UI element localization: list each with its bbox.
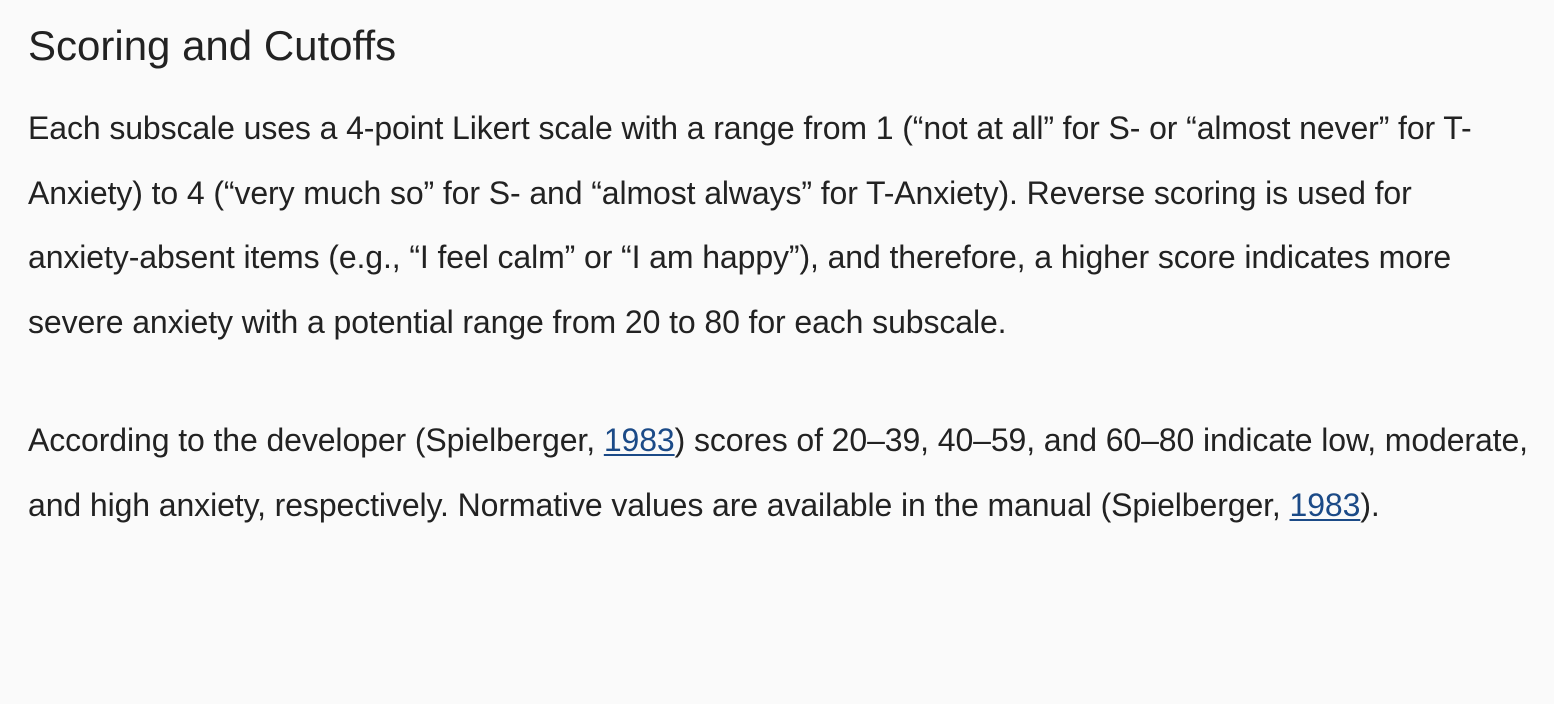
citation-link-1983[interactable]: 1983 xyxy=(603,422,675,458)
cutoffs-text-part2: ) scores of 20–39, 40–59, and 60–80 indi… xyxy=(28,422,1528,523)
cutoffs-text-part3: ). xyxy=(1360,486,1380,523)
scoring-paragraph: Each subscale uses a 4-point Likert scal… xyxy=(28,110,1472,340)
cutoffs-paragraph: According to the developer (Spielberger,… xyxy=(28,408,1528,537)
article-section: Scoring and Cutoffs Each subscale uses a… xyxy=(28,18,1528,537)
cutoffs-text-part1: According to the developer (Spielberger, xyxy=(28,422,604,458)
citation-link-1983-manual[interactable]: 1983 xyxy=(1289,486,1361,523)
section-heading: Scoring and Cutoffs xyxy=(28,22,397,69)
